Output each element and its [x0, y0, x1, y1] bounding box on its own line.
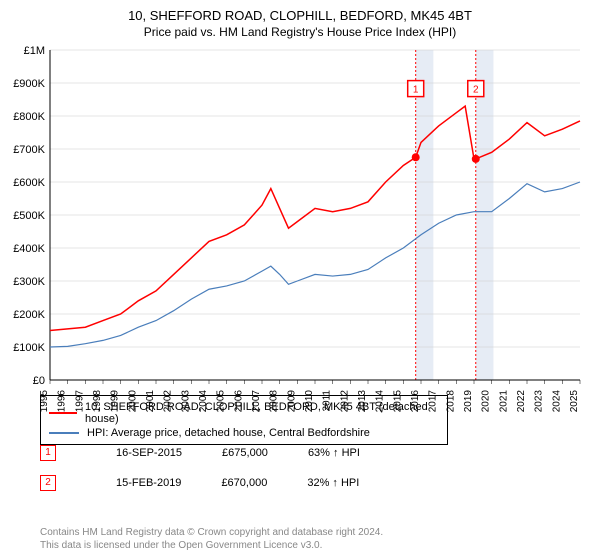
legend-swatch	[49, 432, 79, 434]
svg-text:2022: 2022	[516, 390, 527, 413]
footer-line: This data is licensed under the Open Gov…	[40, 539, 383, 552]
svg-text:2023: 2023	[534, 390, 545, 413]
svg-text:£300K: £300K	[13, 276, 45, 288]
svg-text:£0: £0	[33, 375, 45, 387]
chart-title: 10, SHEFFORD ROAD, CLOPHILL, BEDFORD, MK…	[0, 0, 600, 23]
annotation-price: £670,000	[221, 477, 267, 489]
annotation-price: £675,000	[222, 447, 268, 459]
annotation-pct: 63% ↑ HPI	[308, 447, 360, 459]
legend-item: HPI: Average price, detached house, Cent…	[49, 426, 439, 440]
annotation-row: 1 16-SEP-2015 £675,000 63% ↑ HPI	[40, 445, 360, 461]
svg-text:2024: 2024	[551, 390, 562, 413]
legend-swatch	[49, 412, 77, 414]
annotation-pct: 32% ↑ HPI	[307, 477, 359, 489]
line-chart: £0 £100K £200K £300K £400K £500K £600K £700K £80…	[0, 40, 600, 420]
legend-label: HPI: Average price, detached house, Cent…	[87, 427, 370, 439]
svg-text:2020: 2020	[481, 390, 492, 413]
svg-text:2: 2	[473, 85, 479, 96]
annotation-date: 16-SEP-2015	[116, 447, 182, 459]
legend: 10, SHEFFORD ROAD, CLOPHILL, BEDFORD, MK…	[40, 395, 448, 445]
footer-text: Contains HM Land Registry data © Crown c…	[40, 526, 383, 552]
footer-line: Contains HM Land Registry data © Crown c…	[40, 526, 383, 539]
annotation-marker: 2	[40, 475, 56, 491]
svg-text:£800K: £800K	[13, 111, 45, 123]
svg-text:1: 1	[413, 85, 419, 96]
svg-text:2019: 2019	[463, 390, 474, 413]
annotation-marker: 1	[40, 445, 56, 461]
svg-text:£900K: £900K	[13, 78, 45, 90]
svg-text:£1M: £1M	[24, 45, 45, 57]
svg-text:2021: 2021	[498, 390, 509, 413]
annotation-row: 2 15-FEB-2019 £670,000 32% ↑ HPI	[40, 475, 359, 491]
annotation-date: 15-FEB-2019	[116, 477, 181, 489]
svg-text:£100K: £100K	[13, 342, 45, 354]
svg-text:£600K: £600K	[13, 177, 45, 189]
svg-text:£700K: £700K	[13, 144, 45, 156]
chart-container: 10, SHEFFORD ROAD, CLOPHILL, BEDFORD, MK…	[0, 0, 600, 560]
svg-text:£200K: £200K	[13, 309, 45, 321]
legend-label: 10, SHEFFORD ROAD, CLOPHILL, BEDFORD, MK…	[85, 401, 439, 425]
svg-text:£500K: £500K	[13, 210, 45, 222]
svg-text:£400K: £400K	[13, 243, 45, 255]
chart-subtitle: Price paid vs. HM Land Registry's House …	[0, 23, 600, 39]
legend-item: 10, SHEFFORD ROAD, CLOPHILL, BEDFORD, MK…	[49, 400, 439, 426]
svg-text:2025: 2025	[569, 390, 580, 413]
